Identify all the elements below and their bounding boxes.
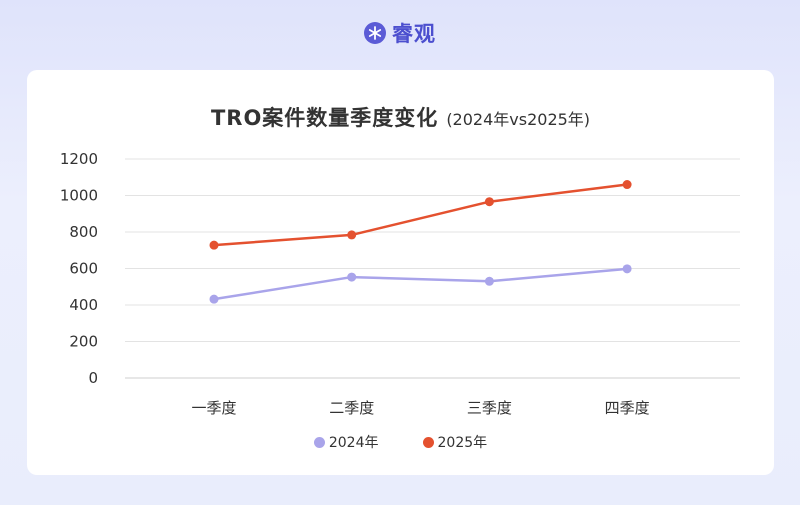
x-tick-label: 一季度 — [191, 399, 236, 417]
data-point — [347, 272, 357, 282]
data-point — [622, 180, 632, 190]
series-line-1 — [213, 183, 628, 247]
series-line-0 — [213, 267, 628, 301]
chart-title-row: TRO案件数量季度变化 (2024年vs2025年) — [27, 102, 774, 132]
snowflake-logo-icon — [364, 22, 386, 44]
legend-marker — [422, 436, 434, 448]
legend-marker — [313, 436, 325, 448]
y-tick-label: 600 — [69, 260, 98, 278]
legend-label: 2024年 — [328, 435, 379, 451]
y-tick-label: 0 — [88, 369, 98, 387]
chart-title: TRO案件数量季度变化 — [210, 106, 439, 130]
legend-item: 2025年 — [422, 432, 488, 452]
x-tick-label: 四季度 — [605, 399, 650, 417]
chart-legend: 2024年 2025年 — [27, 432, 774, 452]
chart-card: TRO案件数量季度变化 (2024年vs2025年) 0 200 400 600 800… — [27, 70, 774, 475]
y-tick-label: 1200 — [60, 150, 98, 168]
data-point — [209, 294, 219, 304]
y-tick-label: 400 — [69, 296, 98, 314]
brand-name: 睿观 — [392, 22, 436, 46]
y-tick-label: 800 — [69, 223, 98, 241]
x-tick-label: 三季度 — [467, 399, 512, 417]
chart-subtitle: (2024年vs2025年) — [446, 110, 591, 129]
data-point — [622, 264, 632, 274]
y-tick-label: 200 — [69, 333, 98, 351]
data-point — [209, 240, 219, 250]
data-point — [484, 197, 494, 207]
y-tick-label: 1000 — [60, 187, 98, 205]
line-chart: 0 200 400 600 800 1000 1200 一季度 二季度 三季度 四季度 — [60, 150, 740, 417]
x-tick-label: 二季度 — [329, 399, 374, 417]
data-point — [347, 230, 357, 240]
legend-item: 2024年 — [313, 432, 379, 452]
data-point — [484, 276, 494, 286]
brand-header: 睿观 — [0, 18, 800, 48]
legend-label: 2025年 — [437, 435, 488, 451]
